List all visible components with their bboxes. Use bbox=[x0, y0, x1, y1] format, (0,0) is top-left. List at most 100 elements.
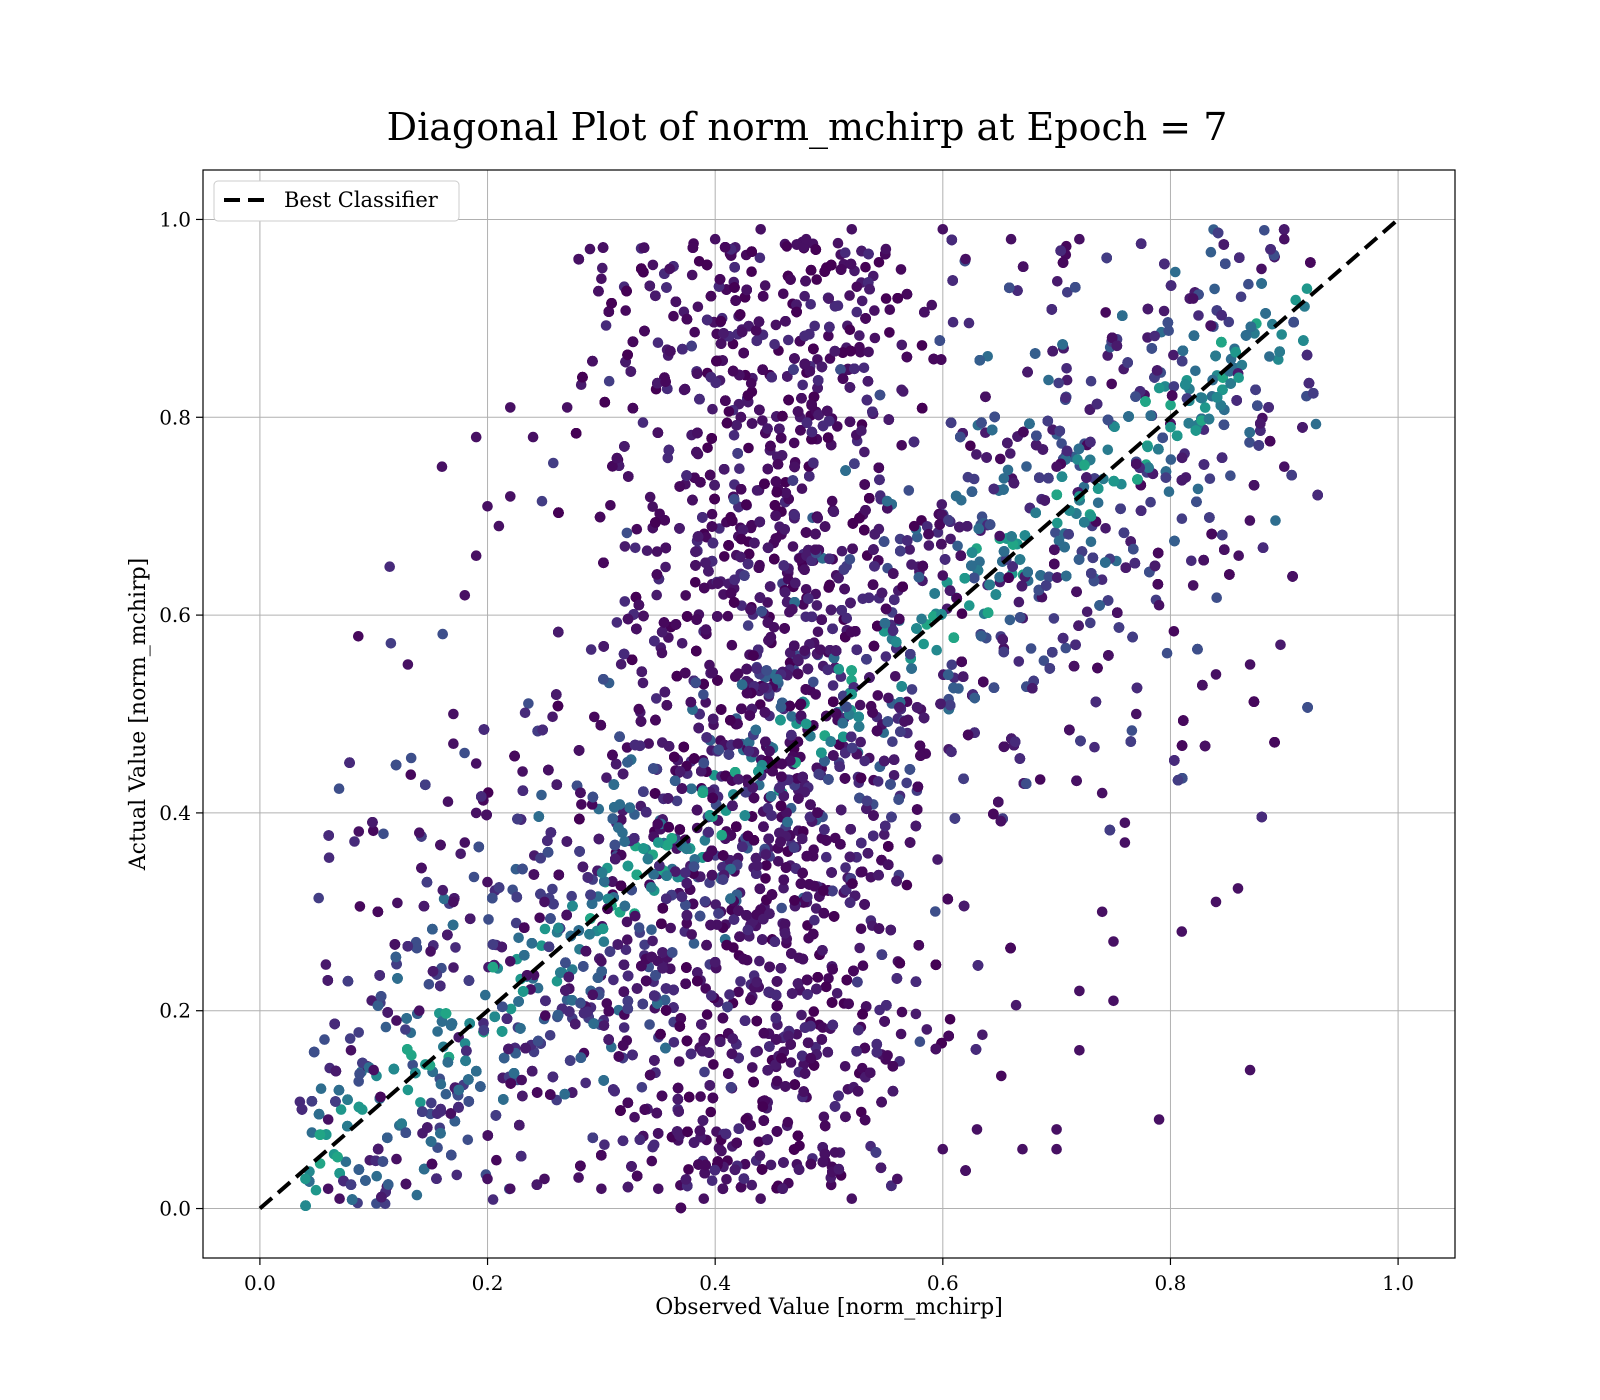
scatter-point bbox=[810, 903, 822, 914]
scatter-point bbox=[829, 1147, 841, 1158]
scatter-point bbox=[855, 736, 866, 748]
scatter-point bbox=[857, 1062, 868, 1074]
scatter-point bbox=[895, 1028, 907, 1040]
scatter-point bbox=[692, 301, 704, 313]
scatter-point bbox=[982, 351, 993, 362]
scatter-point bbox=[735, 976, 746, 987]
scatter-point bbox=[872, 776, 884, 787]
scatter-point bbox=[671, 795, 683, 807]
scatter-point bbox=[1005, 448, 1016, 459]
scatter-point bbox=[647, 935, 658, 947]
scatter-point bbox=[880, 651, 892, 662]
scatter-point bbox=[831, 988, 843, 999]
scatter-point bbox=[1264, 351, 1275, 362]
scatter-point bbox=[755, 699, 766, 710]
scatter-point bbox=[1243, 278, 1254, 290]
scatter-point bbox=[656, 647, 668, 659]
scatter-point bbox=[810, 689, 821, 700]
scatter-point bbox=[631, 523, 643, 535]
scatter-point bbox=[706, 508, 718, 520]
scatter-point bbox=[621, 742, 633, 753]
scatter-point bbox=[576, 799, 587, 810]
scatter-point bbox=[859, 755, 870, 767]
scatter-point bbox=[1168, 381, 1180, 392]
scatter-point bbox=[730, 671, 741, 682]
scatter-point bbox=[1165, 454, 1177, 465]
scatter-points bbox=[294, 224, 1323, 1214]
scatter-point bbox=[652, 337, 664, 349]
scatter-point bbox=[710, 899, 721, 910]
scatter-point bbox=[944, 1014, 956, 1025]
scatter-point bbox=[551, 976, 563, 987]
scatter-point bbox=[910, 1008, 922, 1020]
scatter-point bbox=[977, 1029, 988, 1041]
scatter-point bbox=[673, 1056, 685, 1067]
scatter-point bbox=[783, 334, 794, 346]
scatter-point bbox=[1204, 473, 1216, 485]
scatter-point bbox=[706, 1175, 718, 1186]
scatter-point bbox=[1050, 527, 1061, 538]
scatter-point bbox=[860, 261, 871, 273]
scatter-point bbox=[641, 545, 653, 556]
scatter-point bbox=[1158, 305, 1170, 317]
scatter-point bbox=[872, 690, 884, 701]
scatter-point bbox=[1013, 596, 1025, 608]
scatter-point bbox=[1056, 438, 1067, 449]
scatter-point bbox=[895, 264, 907, 275]
scatter-point bbox=[700, 983, 711, 994]
scatter-point bbox=[782, 1116, 794, 1128]
scatter-point bbox=[701, 1009, 713, 1020]
scatter-point bbox=[702, 442, 713, 454]
scatter-point bbox=[773, 856, 784, 867]
scatter-point bbox=[728, 430, 740, 441]
scatter-point bbox=[778, 288, 789, 300]
scatter-point bbox=[1145, 496, 1156, 508]
scatter-point bbox=[1209, 283, 1220, 295]
scatter-point bbox=[534, 912, 545, 924]
scatter-point bbox=[809, 914, 820, 926]
scatter-point bbox=[887, 736, 898, 747]
scatter-point bbox=[965, 440, 976, 452]
scatter-point bbox=[699, 835, 711, 846]
scatter-point bbox=[723, 406, 735, 417]
scatter-point bbox=[821, 851, 832, 863]
scatter-point bbox=[854, 699, 866, 711]
scatter-point bbox=[683, 1164, 694, 1175]
scatter-point bbox=[1102, 350, 1113, 361]
scatter-point bbox=[353, 1027, 365, 1038]
scatter-point bbox=[1038, 655, 1050, 666]
scatter-point bbox=[805, 299, 816, 310]
scatter-point bbox=[896, 339, 908, 351]
scatter-point bbox=[1176, 513, 1188, 524]
scatter-point bbox=[426, 1097, 437, 1109]
scatter-point bbox=[926, 299, 938, 311]
scatter-point bbox=[668, 310, 679, 322]
scatter-point bbox=[647, 1141, 658, 1153]
scatter-point bbox=[688, 938, 700, 949]
scatter-point bbox=[480, 989, 491, 1001]
scatter-point bbox=[923, 540, 935, 551]
scatter-point bbox=[851, 306, 863, 318]
scatter-point bbox=[539, 923, 551, 935]
scatter-point bbox=[734, 463, 745, 475]
scatter-point bbox=[906, 684, 918, 695]
scatter-point bbox=[306, 1127, 318, 1138]
scatter-point bbox=[742, 620, 754, 631]
scatter-point bbox=[620, 305, 631, 316]
scatter-point bbox=[647, 259, 659, 271]
scatter-point bbox=[1310, 418, 1322, 430]
scatter-point bbox=[1223, 316, 1235, 328]
scatter-point bbox=[896, 1006, 908, 1018]
scatter-point bbox=[1100, 307, 1111, 318]
scatter-point bbox=[1085, 375, 1097, 387]
scatter-point bbox=[517, 766, 528, 777]
scatter-point bbox=[1092, 497, 1104, 509]
scatter-point bbox=[823, 973, 834, 984]
scatter-point bbox=[1192, 483, 1204, 495]
scatter-point bbox=[633, 922, 645, 933]
scatter-point bbox=[884, 304, 896, 316]
scatter-point bbox=[1034, 774, 1046, 785]
scatter-point bbox=[1235, 291, 1247, 303]
scatter-point bbox=[1102, 444, 1114, 456]
